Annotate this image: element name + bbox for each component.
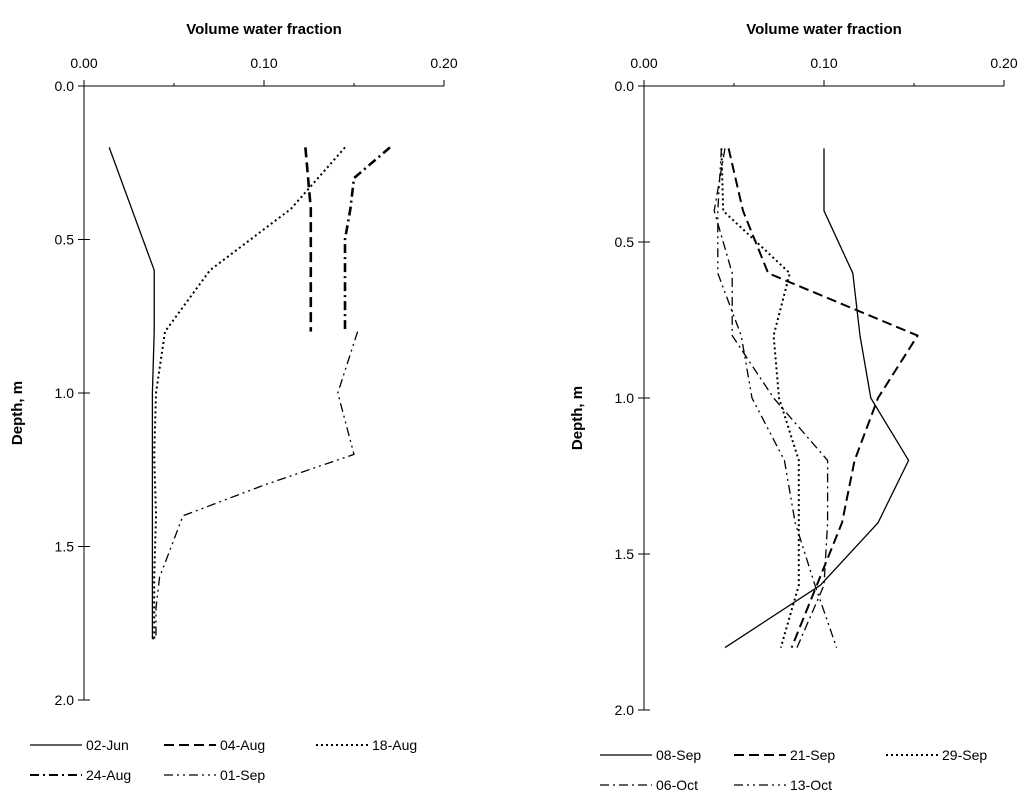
legend-label: 24-Aug — [86, 767, 131, 783]
legend-label: 08-Sep — [656, 747, 701, 763]
series-line-13-oct — [717, 148, 838, 648]
x-tick-label: 0.00 — [630, 55, 657, 71]
y-tick-label: 1.5 — [615, 546, 635, 562]
y-tick-label: 0.0 — [615, 78, 635, 94]
series-line-21-sep — [727, 148, 919, 648]
y-tick-label: 0.0 — [55, 78, 75, 94]
series-line-01-sep — [155, 331, 359, 639]
right-chart: 0.00 0.10 0.20 0.0 0.5 1.0 1.5 2.0 Volume water … — [569, 21, 1018, 793]
left-chart: 0.00 0.10 0.20 0.0 0.5 1.0 1.5 2.0 Volume water … — [9, 21, 458, 783]
series-line-18-aug — [153, 146, 346, 639]
x-axis-title: Volume water fraction — [746, 21, 902, 38]
legend-label: 02-Jun — [86, 737, 129, 753]
series-line-08-sep — [724, 148, 910, 649]
legend-label: 06-Oct — [656, 777, 698, 793]
legend-label: 01-Sep — [220, 767, 265, 783]
series-line-04-aug — [304, 147, 313, 332]
series-line-02-jun — [108, 147, 155, 640]
x-tick-label: 0.10 — [810, 55, 837, 71]
series-line-06-oct — [713, 148, 829, 648]
legend-label: 18-Aug — [372, 737, 417, 753]
x-tick-label: 0.00 — [70, 55, 97, 71]
y-tick-label: 1.5 — [55, 539, 75, 555]
legend-label: 21-Sep — [790, 747, 835, 763]
legend-label: 04-Aug — [220, 737, 265, 753]
x-tick-label: 0.20 — [990, 55, 1017, 71]
y-axis-title: Depth, m — [9, 381, 26, 445]
x-tick-label: 0.20 — [430, 55, 457, 71]
y-tick-label: 2.0 — [615, 702, 635, 718]
y-tick-label: 0.5 — [615, 234, 635, 250]
y-tick-label: 0.5 — [55, 232, 75, 248]
legend-label: 13-Oct — [790, 777, 832, 793]
y-tick-label: 2.0 — [55, 692, 75, 708]
x-axis-title: Volume water fraction — [186, 21, 342, 38]
series-line-24-aug — [343, 146, 391, 332]
series-line-29-sep — [720, 148, 800, 648]
y-tick-label: 1.0 — [55, 385, 75, 401]
y-axis-title: Depth, m — [569, 386, 586, 450]
legend-label: 29-Sep — [942, 747, 987, 763]
y-tick-label: 1.0 — [615, 390, 635, 406]
x-tick-label: 0.10 — [250, 55, 277, 71]
